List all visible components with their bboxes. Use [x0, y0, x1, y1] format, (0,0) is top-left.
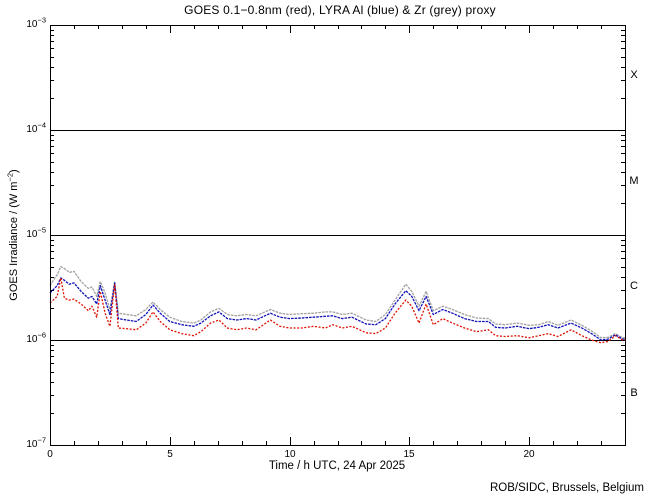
- series-red-goes-0-1-0-8nm: [49, 277, 625, 344]
- x-tick-label-0: 0: [47, 449, 53, 460]
- series-blue-lyra-al-proxy: [49, 277, 625, 341]
- plot-frame: [50, 25, 626, 446]
- flare-class-boundary-lines: [50, 129, 625, 342]
- x-axis-title: Time / h UTC, 24 Apr 2025: [268, 460, 406, 472]
- flare-class-label-x: X: [630, 69, 638, 81]
- flare-class-label-m: M: [629, 175, 639, 187]
- x-tick-label-15: 15: [403, 449, 415, 460]
- x-axis-ticks: [50, 25, 626, 445]
- y-tick-label-1e-6: 10−6: [26, 330, 46, 345]
- x-tick-label-5: 5: [167, 449, 173, 460]
- flare-class-label-c: C: [630, 280, 638, 292]
- y-axis-title: GOES Irradiance / (W m−2): [5, 169, 20, 301]
- y-tick-label-1e-4: 10−4: [26, 120, 46, 135]
- y-tick-label-1e-7: 10−7: [26, 435, 46, 450]
- x-tick-label-20: 20: [523, 449, 535, 460]
- y-tick-label-1e-3: 10−3: [26, 15, 46, 30]
- x-tick-label-10: 10: [284, 449, 296, 460]
- y-tick-label-1e-5: 10−5: [26, 225, 46, 240]
- chart-title: GOES 0.1−0.8nm (red), LYRA Al (blue) & Z…: [184, 3, 496, 17]
- credit-text: ROB/SIDC, Brussels, Belgium: [489, 482, 644, 494]
- flare-class-label-b: B: [630, 387, 638, 399]
